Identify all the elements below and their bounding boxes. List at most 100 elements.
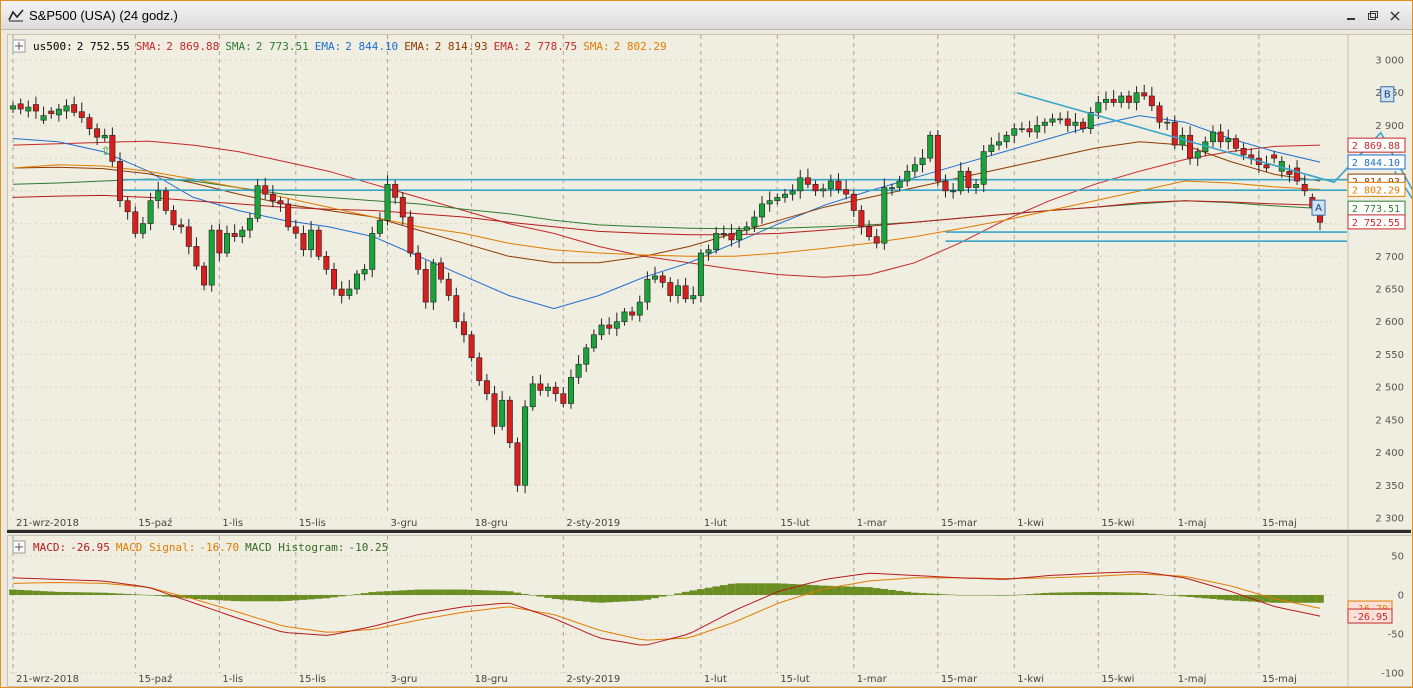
candle[interactable]	[1133, 86, 1140, 111]
candle[interactable]	[827, 174, 834, 197]
candle[interactable]	[1164, 116, 1171, 131]
candle[interactable]	[71, 96, 78, 117]
candle[interactable]	[613, 312, 620, 337]
candle[interactable]	[690, 286, 697, 305]
candle[interactable]	[950, 183, 957, 199]
candle[interactable]	[254, 179, 261, 223]
candle[interactable]	[132, 206, 139, 238]
candle[interactable]	[1049, 113, 1056, 127]
candle[interactable]	[705, 244, 712, 261]
candle[interactable]	[147, 192, 154, 231]
candle[interactable]	[1103, 91, 1109, 111]
candle[interactable]	[1018, 122, 1025, 133]
candle[interactable]	[277, 196, 284, 212]
candle[interactable]	[911, 156, 918, 178]
candle[interactable]	[1034, 116, 1041, 139]
candle[interactable]	[529, 376, 536, 411]
candle[interactable]	[269, 184, 276, 208]
restore-button[interactable]	[1367, 10, 1379, 21]
candle[interactable]	[1110, 90, 1117, 107]
candle[interactable]	[10, 101, 16, 113]
candle[interactable]	[965, 167, 972, 193]
candle[interactable]	[193, 237, 200, 271]
candle[interactable]	[728, 224, 735, 247]
candle[interactable]	[850, 190, 857, 218]
candle[interactable]	[399, 192, 406, 225]
candle[interactable]	[460, 312, 467, 343]
candle[interactable]	[392, 180, 399, 204]
candle[interactable]	[652, 266, 659, 284]
candle[interactable]	[560, 387, 567, 408]
candle[interactable]	[743, 221, 750, 235]
candle[interactable]	[1210, 125, 1216, 148]
candle[interactable]	[866, 220, 873, 241]
candle[interactable]	[896, 175, 903, 192]
candle[interactable]	[644, 271, 651, 310]
candle[interactable]	[1072, 112, 1079, 134]
candle[interactable]	[674, 279, 681, 304]
candle[interactable]	[201, 262, 208, 291]
candle[interactable]	[919, 148, 926, 173]
candle[interactable]	[1156, 101, 1163, 129]
candle[interactable]	[1187, 126, 1194, 165]
candle[interactable]	[1232, 134, 1239, 153]
candle[interactable]	[789, 184, 796, 201]
candle[interactable]	[506, 396, 513, 448]
candle[interactable]	[804, 168, 811, 189]
candle[interactable]	[1125, 90, 1132, 110]
candle[interactable]	[1003, 131, 1010, 149]
candle[interactable]	[636, 295, 643, 322]
candle[interactable]	[904, 164, 911, 187]
candle[interactable]	[751, 210, 758, 233]
candle[interactable]	[1301, 175, 1308, 197]
candle[interactable]	[338, 281, 345, 304]
candle[interactable]	[682, 277, 689, 303]
candle[interactable]	[545, 383, 552, 397]
candle[interactable]	[376, 212, 383, 238]
candle[interactable]	[101, 128, 108, 142]
candle[interactable]	[1148, 86, 1155, 112]
candle[interactable]	[353, 270, 360, 295]
close-button[interactable]	[1389, 10, 1401, 21]
macd-panel[interactable]: 50 0 -50 -100 21-wrz-2018 15-paź 1-lis 15-lis 3-…	[7, 535, 1412, 687]
candle[interactable]	[361, 264, 368, 281]
candle[interactable]	[522, 400, 529, 494]
candle[interactable]	[766, 191, 773, 212]
candle[interactable]	[323, 251, 330, 275]
candle[interactable]	[262, 177, 269, 200]
candle[interactable]	[32, 96, 39, 119]
candle[interactable]	[598, 318, 605, 341]
candle[interactable]	[86, 113, 93, 136]
candle[interactable]	[483, 374, 490, 401]
candle[interactable]	[346, 279, 353, 300]
candle[interactable]	[109, 127, 116, 167]
candle[interactable]	[697, 249, 704, 303]
candle[interactable]	[422, 260, 429, 309]
candle[interactable]	[873, 228, 880, 249]
candle[interactable]	[774, 193, 781, 205]
candle[interactable]	[1271, 150, 1278, 164]
candle[interactable]	[881, 178, 888, 250]
settings-icon[interactable]	[12, 540, 26, 554]
candle[interactable]	[590, 329, 597, 352]
candle[interactable]	[331, 262, 337, 296]
candle[interactable]	[583, 343, 590, 373]
candle[interactable]	[1141, 84, 1148, 100]
candle[interactable]	[1026, 120, 1033, 138]
candle[interactable]	[48, 107, 55, 119]
candle[interactable]	[445, 272, 452, 301]
wave-label-A[interactable]: A	[1311, 199, 1326, 216]
candle[interactable]	[759, 196, 766, 224]
candle[interactable]	[1011, 123, 1018, 144]
candle[interactable]	[659, 271, 666, 288]
candle[interactable]	[889, 183, 895, 196]
candle[interactable]	[415, 245, 422, 275]
minimize-button[interactable]	[1345, 10, 1357, 21]
candle[interactable]	[407, 210, 414, 257]
candle[interactable]	[552, 381, 559, 402]
candle[interactable]	[1064, 111, 1071, 132]
candle[interactable]	[63, 99, 70, 119]
candle[interactable]	[224, 225, 230, 257]
candle[interactable]	[162, 186, 169, 215]
